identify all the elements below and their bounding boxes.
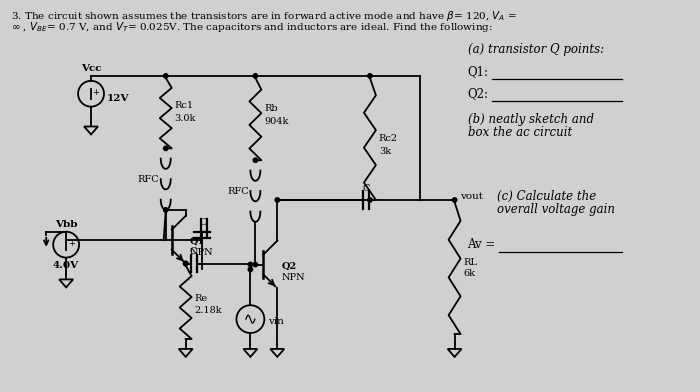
Circle shape [164, 146, 168, 151]
Text: 6k: 6k [463, 269, 475, 278]
Text: 904k: 904k [265, 117, 288, 126]
Circle shape [164, 208, 168, 212]
Text: (a) transistor Q points:: (a) transistor Q points: [468, 43, 603, 56]
Text: vout: vout [460, 192, 482, 201]
Text: +: + [92, 88, 99, 97]
Text: C: C [190, 247, 197, 256]
Circle shape [253, 74, 258, 78]
Text: NPN: NPN [190, 248, 214, 257]
Text: NPN: NPN [281, 273, 305, 282]
Circle shape [183, 261, 188, 266]
Text: Rb: Rb [265, 104, 278, 113]
Circle shape [368, 198, 372, 202]
Text: C: C [200, 218, 207, 227]
Text: C: C [362, 183, 370, 192]
Text: Q1:: Q1: [468, 65, 489, 78]
Text: 3. The circuit shown assumes the transistors are in forward active mode and have: 3. The circuit shown assumes the transis… [11, 9, 517, 24]
Circle shape [183, 261, 188, 266]
Circle shape [253, 262, 258, 267]
Text: 2.18k: 2.18k [195, 306, 222, 315]
Text: RFC: RFC [228, 187, 249, 196]
Circle shape [275, 198, 279, 202]
Text: Rc1: Rc1 [175, 101, 194, 110]
Text: +: + [68, 239, 74, 248]
Circle shape [248, 262, 253, 267]
Text: overall voltage gain: overall voltage gain [498, 203, 615, 216]
Text: 3k: 3k [379, 147, 391, 156]
Circle shape [248, 267, 253, 272]
Text: Re: Re [195, 294, 208, 303]
Text: box the ac circuit: box the ac circuit [468, 125, 572, 138]
Text: Q2: Q2 [281, 262, 296, 271]
Text: $\infty$ , $V_{BE}$= 0.7 V, and $V_T$= 0.025V. The capacitors and inductors are : $\infty$ , $V_{BE}$= 0.7 V, and $V_T$= 0… [11, 20, 493, 34]
Text: RL: RL [463, 258, 477, 267]
Text: Q2:: Q2: [468, 87, 489, 100]
Text: 4.0V: 4.0V [53, 261, 79, 270]
Text: 12V: 12V [107, 94, 130, 103]
Text: Vcc: Vcc [80, 64, 101, 73]
Circle shape [368, 74, 372, 78]
Text: RFC: RFC [138, 174, 160, 183]
Text: 3.0k: 3.0k [175, 114, 196, 123]
Text: Vbb: Vbb [55, 220, 78, 229]
Text: (c) Calculate the: (c) Calculate the [498, 190, 596, 203]
Text: Av =: Av = [468, 238, 496, 251]
Circle shape [452, 198, 457, 202]
Text: (b) neatly sketch and: (b) neatly sketch and [468, 113, 594, 125]
Text: Rc2: Rc2 [379, 134, 398, 143]
Circle shape [164, 74, 168, 78]
Text: vin: vin [268, 317, 284, 326]
Circle shape [253, 158, 258, 162]
Text: Q1: Q1 [190, 237, 204, 246]
